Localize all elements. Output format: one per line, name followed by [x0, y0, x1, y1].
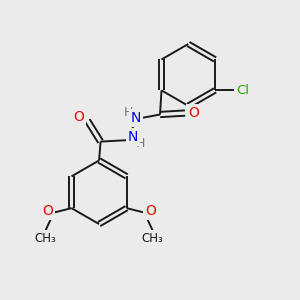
Text: H: H: [135, 136, 145, 150]
Text: H: H: [124, 106, 133, 119]
Text: CH₃: CH₃: [142, 232, 164, 245]
Text: O: O: [42, 204, 53, 218]
Text: CH₃: CH₃: [35, 232, 56, 245]
Text: O: O: [188, 106, 199, 120]
Text: O: O: [73, 110, 84, 124]
Text: N: N: [131, 111, 141, 125]
Text: O: O: [145, 204, 156, 218]
Text: N: N: [128, 130, 138, 144]
Text: Cl: Cl: [236, 84, 250, 97]
